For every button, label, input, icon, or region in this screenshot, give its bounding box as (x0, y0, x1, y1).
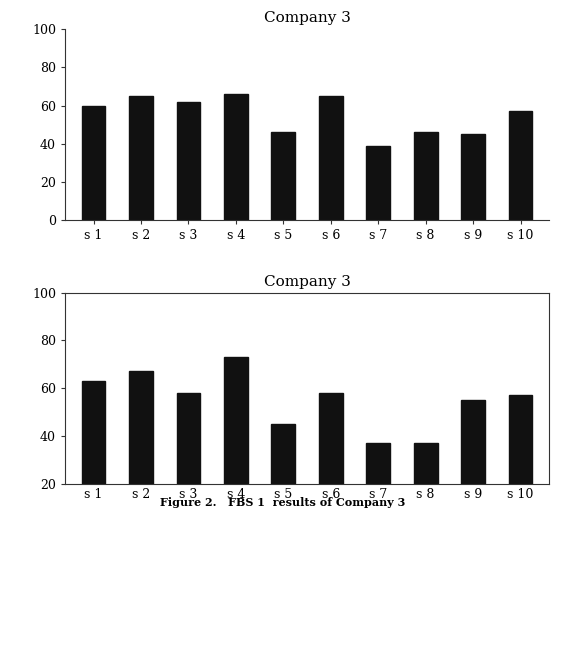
Bar (414, 132, 438, 220)
Bar (82, 381, 105, 532)
Bar (129, 371, 153, 532)
Bar (129, 96, 153, 220)
Bar (177, 393, 200, 532)
Bar (224, 94, 248, 220)
Bar (366, 145, 390, 220)
Bar (366, 443, 390, 532)
Bar (414, 443, 438, 532)
Bar (82, 106, 105, 220)
Bar (509, 395, 533, 532)
Title: Company 3: Company 3 (264, 275, 350, 289)
Bar (319, 96, 342, 220)
Title: Company 3: Company 3 (264, 11, 350, 25)
Bar (461, 400, 485, 532)
Bar (509, 111, 533, 220)
Bar (272, 132, 295, 220)
Bar (319, 393, 342, 532)
Bar (177, 102, 200, 220)
Bar (272, 424, 295, 532)
Bar (461, 134, 485, 220)
Bar (224, 357, 248, 532)
Text: Figure 2.   FBS 1  results of Company 3: Figure 2. FBS 1 results of Company 3 (160, 498, 406, 508)
